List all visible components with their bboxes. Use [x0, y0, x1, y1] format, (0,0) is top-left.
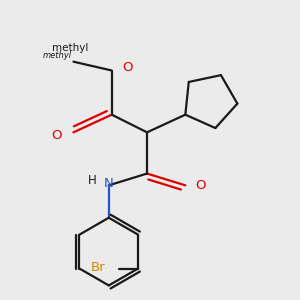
Text: O: O — [122, 61, 133, 74]
Text: N: N — [104, 177, 114, 190]
Text: H: H — [88, 174, 97, 188]
Text: methyl: methyl — [43, 51, 72, 60]
Text: methyl: methyl — [52, 43, 89, 53]
Text: O: O — [51, 129, 62, 142]
Text: Br: Br — [91, 260, 106, 274]
Text: O: O — [196, 179, 206, 192]
